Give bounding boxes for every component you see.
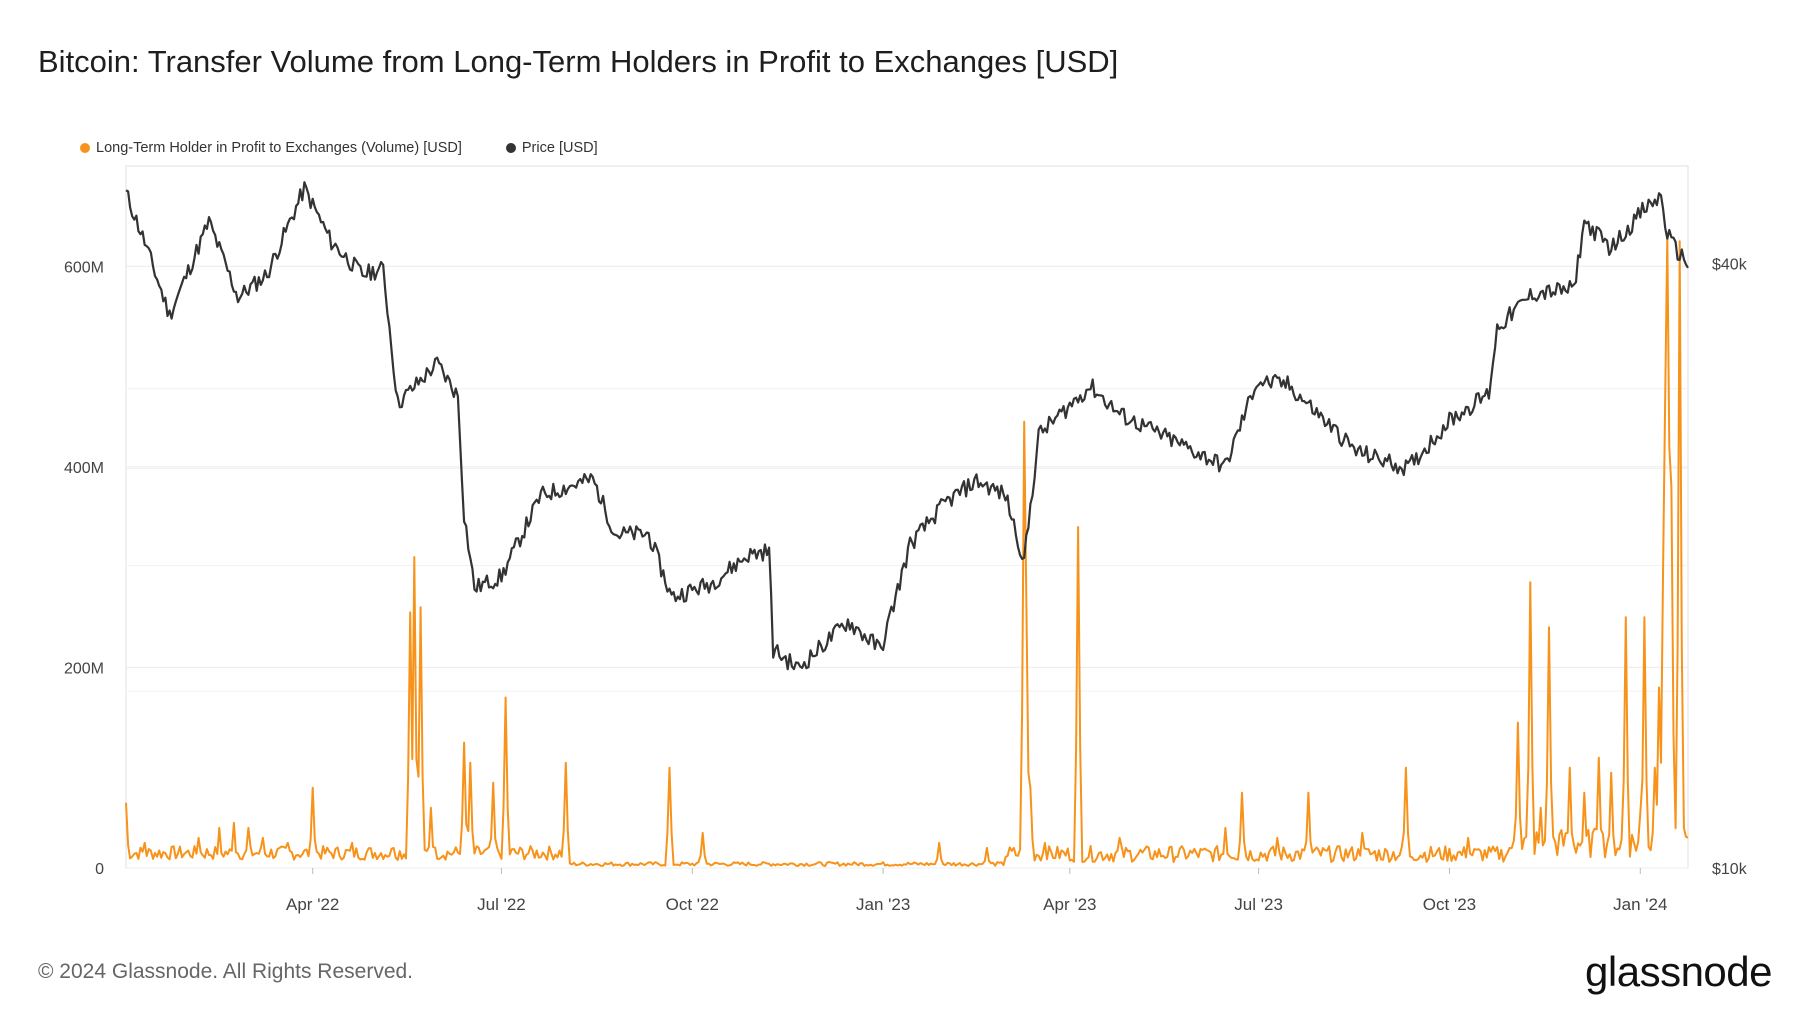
legend-volume-dot bbox=[80, 143, 90, 153]
x-tick-label: Apr '23 bbox=[1043, 895, 1096, 914]
volume-series-line bbox=[125, 235, 1689, 867]
x-tick-label: Apr '22 bbox=[286, 895, 339, 914]
copyright-footer: © 2024 Glassnode. All Rights Reserved. bbox=[38, 960, 414, 983]
legend-price-label: Price [USD] bbox=[521, 140, 598, 156]
x-tick-label: Oct '22 bbox=[666, 895, 719, 914]
x-tick-label: Oct '23 bbox=[1423, 895, 1476, 914]
x-tick-label: Jan '24 bbox=[1613, 895, 1667, 914]
legend-price-dot bbox=[505, 143, 516, 153]
plot-frame bbox=[125, 165, 1689, 869]
legend-volume-label: Long-Term Holder in Profit to Exchanges … bbox=[96, 140, 462, 156]
y-right-tick-label: $10k bbox=[1712, 861, 1748, 878]
y-left-tick-label: 0 bbox=[95, 861, 104, 878]
x-tick-label: Jan '23 bbox=[856, 895, 910, 914]
glassnode-logo: glassnode bbox=[1585, 948, 1772, 995]
chart-legend: Long-Term Holder in Profit to Exchanges … bbox=[80, 140, 598, 156]
chart-title: Bitcoin: Transfer Volume from Long-Term … bbox=[38, 44, 1119, 79]
legend-item-volume[interactable]: Long-Term Holder in Profit to Exchanges … bbox=[80, 140, 462, 156]
x-tick-label: Jul '22 bbox=[477, 895, 526, 914]
y-left-tick-label: 200M bbox=[64, 660, 104, 677]
y-right-tick-label: $40k bbox=[1712, 256, 1748, 273]
legend-item-price[interactable]: Price [USD] bbox=[505, 140, 598, 156]
price-series-line bbox=[125, 181, 1689, 671]
x-tick-label: Jul '23 bbox=[1234, 895, 1283, 914]
y-left-tick-label: 600M bbox=[64, 259, 104, 276]
y-left-tick-label: 400M bbox=[64, 460, 104, 477]
